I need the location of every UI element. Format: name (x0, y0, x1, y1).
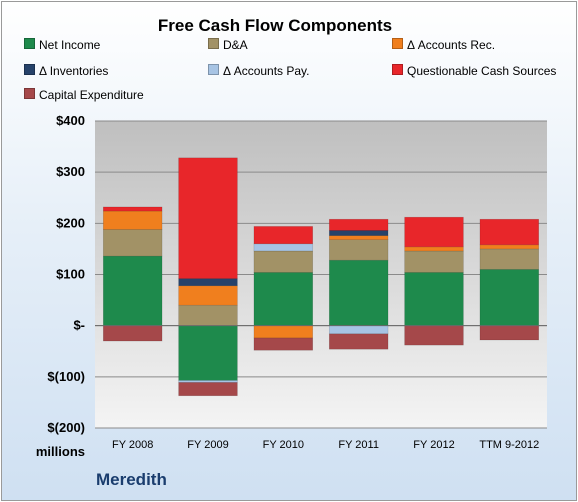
bar-segment (404, 325, 464, 346)
x-tick-label: FY 2009 (187, 439, 228, 451)
bar-segment (102, 229, 163, 257)
company-label: Meredith (96, 470, 167, 489)
bar-segment (102, 255, 163, 326)
legend-label: Δ Accounts Rec. (407, 38, 496, 52)
bar-segment (479, 269, 540, 326)
legend-label: Questionable Cash Sources (407, 64, 557, 78)
bar-segment (253, 325, 314, 339)
bar-segment (253, 226, 314, 245)
bar-segment (253, 272, 314, 326)
legend-swatch (208, 64, 219, 75)
legend-item: Net Income (24, 38, 100, 52)
bar-segment (328, 218, 389, 231)
bar-segment (328, 239, 389, 261)
legend-swatch (24, 64, 35, 75)
legend-label: Capital Expenditure (39, 88, 144, 102)
bar-segment (102, 210, 163, 230)
legend-item: Δ Accounts Rec. (392, 38, 495, 52)
legend-swatch (24, 88, 35, 99)
x-tick-label: TTM 9-2012 (479, 439, 539, 451)
legend-swatch (392, 38, 403, 49)
y-tick-label: $200 (56, 215, 85, 230)
bar-segment (328, 259, 389, 326)
legend-item: Questionable Cash Sources (392, 64, 556, 78)
legend-swatch (392, 64, 403, 75)
bar-segment (178, 380, 238, 383)
bar-segment (328, 230, 389, 236)
bar-segment (178, 382, 238, 397)
y-tick-label: $300 (56, 164, 85, 179)
bar-segment (404, 246, 464, 252)
bar-segment (479, 248, 540, 270)
bar-segment (479, 218, 540, 246)
y-tick-label: $400 (56, 113, 85, 128)
bar-segment (178, 285, 238, 306)
bar-segment (404, 216, 464, 248)
y-tick-label: $(100) (47, 369, 85, 384)
bar-segment (404, 250, 464, 273)
legend-label: Net Income (39, 38, 101, 52)
bar-segment (253, 243, 314, 252)
bar-segment (178, 157, 238, 279)
legend-item: Capital Expenditure (24, 88, 144, 102)
bar-segment (178, 278, 238, 287)
unit-label: millions (36, 444, 85, 459)
bar-segment (178, 325, 238, 381)
bar-segment (404, 272, 464, 326)
legend-label: Δ Accounts Pay. (223, 64, 310, 78)
bar-segment (328, 333, 389, 350)
legend-label: D&A (223, 38, 248, 52)
bar-segment (253, 337, 314, 351)
bar-segment (253, 250, 314, 273)
bar-segment (102, 206, 163, 212)
bar-segment (479, 244, 540, 250)
x-tick-label: FY 2012 (413, 439, 454, 451)
legend-item: D&A (208, 38, 248, 52)
x-tick-label: FY 2011 (338, 439, 379, 451)
legend-item: Δ Inventories (24, 64, 108, 78)
legend-item: Δ Accounts Pay. (208, 64, 310, 78)
y-tick-label: $(200) (47, 420, 85, 435)
bar-segment (328, 325, 389, 335)
y-tick-label: $- (73, 318, 85, 333)
bar-segment (479, 325, 540, 341)
bar-segment (178, 304, 238, 326)
legend-swatch (24, 38, 35, 49)
x-tick-label: FY 2008 (112, 439, 153, 451)
bar-segment (328, 235, 389, 241)
legend-label: Δ Inventories (39, 64, 109, 78)
bar-segment (102, 325, 163, 342)
chart-title: Free Cash Flow Components (157, 16, 393, 35)
legend-swatch (208, 38, 219, 49)
x-tick-label: FY 2010 (263, 439, 304, 451)
y-tick-label: $100 (56, 267, 85, 282)
